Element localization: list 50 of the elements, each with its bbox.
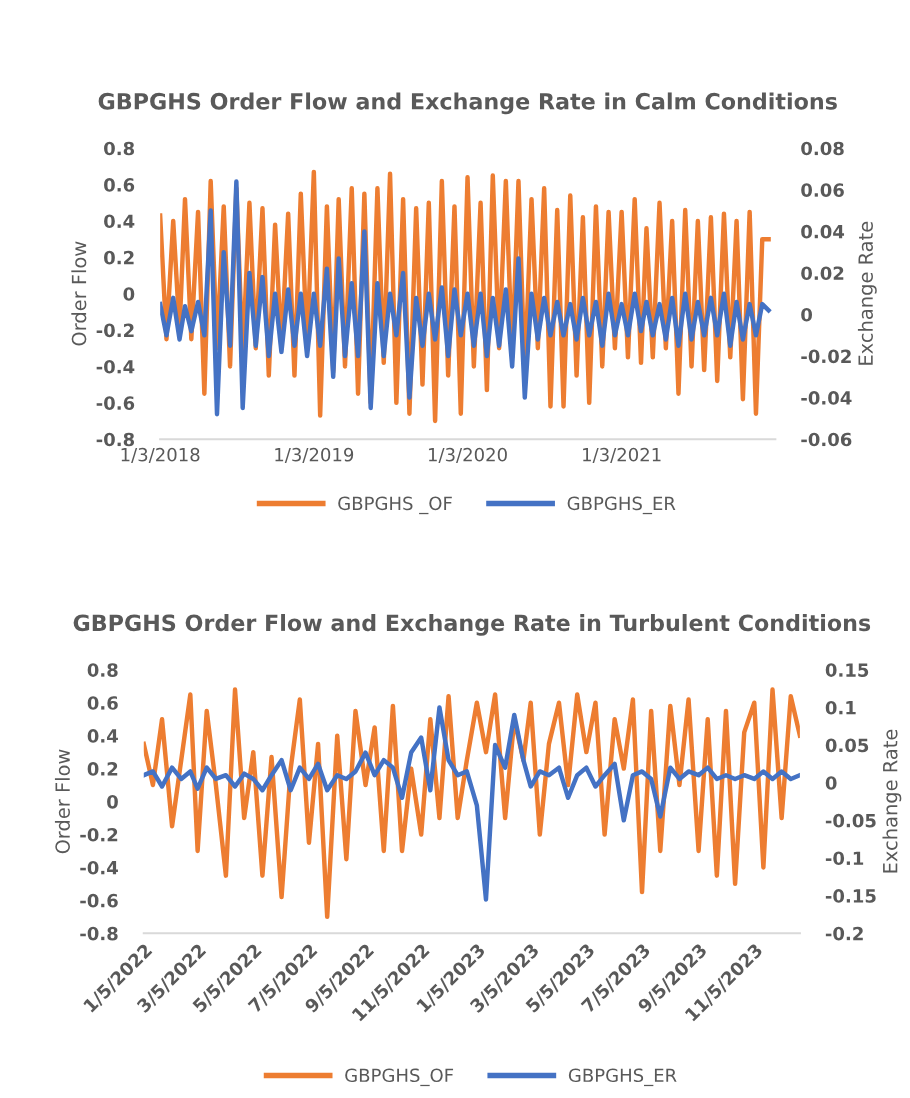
x-tick-label: 1/3/2020 xyxy=(428,447,507,463)
y-tick-label: -0.4 xyxy=(96,359,135,374)
y2-tick-label: -0.1 xyxy=(825,851,864,866)
y2-tick-label: -0.06 xyxy=(801,432,852,447)
y-tick-label: -0.8 xyxy=(96,432,135,447)
y2-tick-label: 0 xyxy=(825,776,837,790)
x-tick-label: 1/3/2019 xyxy=(275,447,354,463)
y2-tick-label: -0.05 xyxy=(825,813,876,828)
y2-tick-label: 0.02 xyxy=(801,266,844,281)
y-tick-label: -0.8 xyxy=(80,926,118,941)
chart-title: GBPGHS Order Flow and Exchange Rate in Calm Conditions xyxy=(98,92,837,115)
y-tick-label: 0.4 xyxy=(87,729,118,743)
y2-tick-label: 0.1 xyxy=(825,700,856,715)
y2-tick-label: 0.05 xyxy=(825,738,869,753)
legend-label: GBPGHS_ER xyxy=(567,496,676,515)
y2-tick-label: 0.04 xyxy=(801,224,845,239)
y-tick-label: -0.2 xyxy=(96,323,134,338)
legend-label: GBPGHS_ER xyxy=(568,1068,677,1087)
chart-title: GBPGHS Order Flow and Exchange Rate in Turbulent Conditions xyxy=(73,614,871,636)
y-tick-label: 0 xyxy=(107,795,118,809)
y2-tick-label: 0.06 xyxy=(801,183,844,197)
y2-tick-label: -0.2 xyxy=(825,926,863,941)
y-tick-label: -0.2 xyxy=(80,827,118,842)
line-series xyxy=(143,705,800,902)
y-tick-label: 0.2 xyxy=(87,762,118,776)
x-tick-label: 1/3/2018 xyxy=(121,447,200,463)
y-tick-label: 0.2 xyxy=(104,250,134,265)
y-tick-label: -0.4 xyxy=(80,860,118,875)
y2-tick-label: -0.04 xyxy=(801,391,852,405)
y2-tick-label: 0 xyxy=(801,307,813,322)
y-axis-title: Order Flow xyxy=(54,749,70,854)
y-tick-label: 0.8 xyxy=(87,663,118,677)
y2-tick-label: 0.08 xyxy=(801,141,844,156)
y-tick-label: -0.6 xyxy=(96,396,135,410)
y-tick-label: 0.4 xyxy=(104,214,135,229)
x-tick-label: 1/3/2021 xyxy=(583,447,661,463)
y-axis-title: Order Flow xyxy=(71,241,87,346)
line-series xyxy=(143,687,800,920)
y-tick-label: 0.8 xyxy=(104,141,135,156)
y-tick-label: 0.6 xyxy=(104,178,135,192)
y2-tick-label: -0.02 xyxy=(801,349,851,364)
legend-label: GBPGHS _OF xyxy=(338,496,452,515)
y-tick-label: 0.6 xyxy=(87,696,118,710)
y-tick-label: -0.6 xyxy=(80,893,118,908)
y-tick-label: 0 xyxy=(123,287,135,301)
y2-tick-label: 0.15 xyxy=(825,663,869,677)
y2-axis-title: Exchange Rate xyxy=(882,729,902,873)
legend-label: GBPGHS_OF xyxy=(345,1068,454,1087)
y2-tick-label: -0.15 xyxy=(825,889,876,903)
y2-axis-title: Exchange Rate xyxy=(857,221,877,365)
